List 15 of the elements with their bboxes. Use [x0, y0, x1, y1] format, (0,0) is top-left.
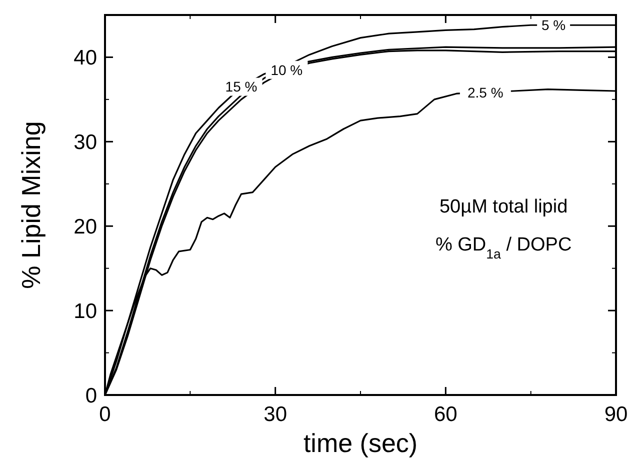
annotation: % GD$_{1a}$ / DOPC [435, 234, 572, 262]
y-tick-label: 0 [85, 384, 97, 408]
x-axis-title: time (sec) [303, 428, 418, 458]
y-tick-label: 30 [74, 131, 97, 154]
x-tick-label: 0 [99, 403, 111, 426]
x-tick-label: 60 [434, 403, 458, 426]
y-tick-label: 10 [74, 300, 97, 323]
y-axis-title: % Lipid Mixing [16, 121, 46, 289]
y-tick-label: 40 [74, 46, 97, 70]
annotation: 5 % [541, 17, 566, 34]
y-tick-label: 20 [74, 215, 97, 238]
x-tick-label: 30 [264, 403, 288, 426]
x-tick-label: 90 [604, 403, 628, 426]
annotation: 2.5 % [468, 84, 504, 101]
annotation: 50µM total lipid [439, 196, 568, 218]
